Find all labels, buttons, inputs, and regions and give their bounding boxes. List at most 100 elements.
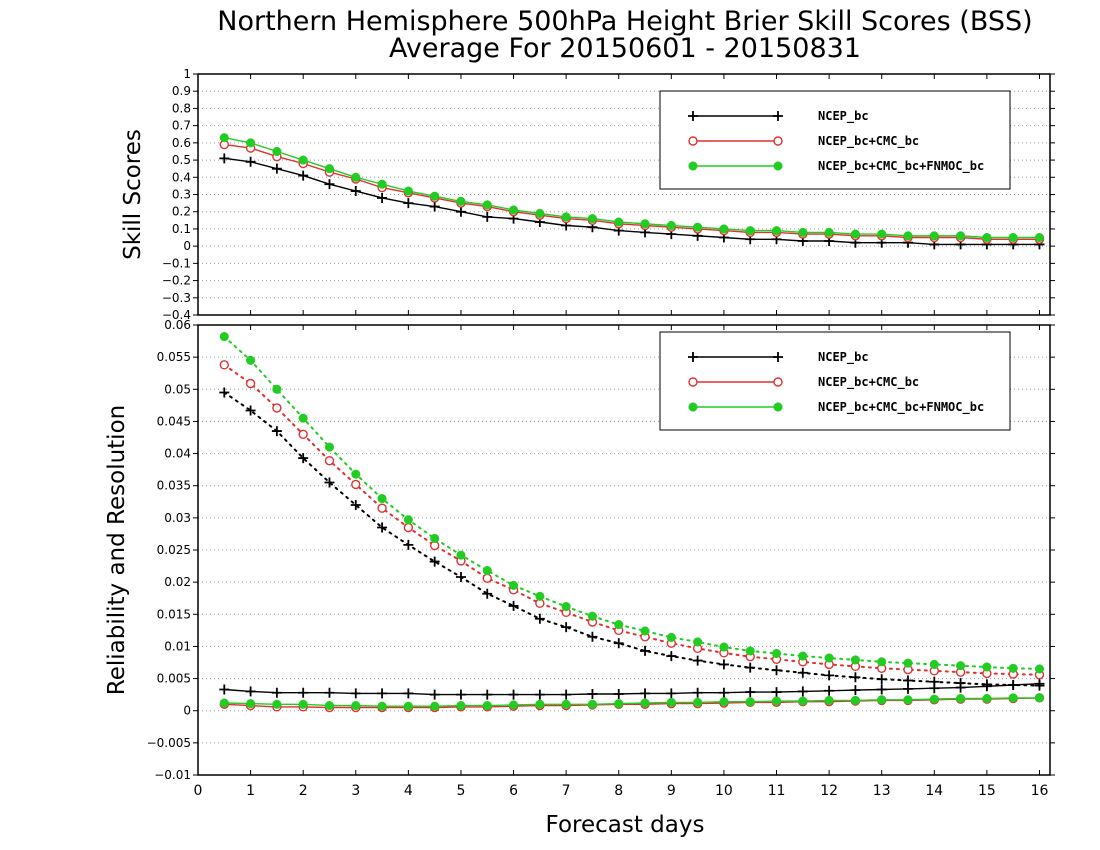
y-tick-label: 0.035 bbox=[157, 479, 191, 493]
data-point bbox=[455, 572, 466, 582]
x-tick-label: 7 bbox=[562, 783, 571, 799]
data-point bbox=[693, 637, 703, 647]
x-tick-label: 3 bbox=[351, 783, 360, 799]
data-point bbox=[587, 214, 597, 224]
x-tick-label: 4 bbox=[404, 783, 413, 799]
legend-marker bbox=[688, 136, 698, 146]
chart-title: Northern Hemisphere 500hPa Height Brier … bbox=[217, 6, 1032, 37]
legend-entry: NCEP_bc+CMC_bc bbox=[688, 134, 919, 149]
data-point bbox=[745, 662, 756, 673]
legend-label: NCEP_bc bbox=[818, 350, 869, 365]
data-point bbox=[850, 685, 861, 696]
legend-marker bbox=[773, 111, 783, 121]
data-point bbox=[640, 698, 650, 708]
data-point bbox=[351, 479, 361, 490]
y-tick-label: −0.1 bbox=[162, 256, 191, 270]
data-point bbox=[508, 689, 519, 700]
data-point bbox=[509, 580, 519, 590]
data-point bbox=[298, 155, 308, 165]
y-tick-label: 0.5 bbox=[172, 153, 191, 167]
y-tick-label: −0.3 bbox=[162, 291, 191, 305]
legend-marker bbox=[688, 377, 698, 387]
data-point bbox=[956, 661, 966, 671]
legend-label: NCEP_bc+CMC_bc+FNMOC_bc bbox=[818, 400, 984, 415]
data-point bbox=[745, 697, 755, 707]
data-point bbox=[272, 146, 282, 157]
series-NCEP_bc+CMC_bc+FNMOC_bc-resolution bbox=[219, 332, 1045, 674]
data-point bbox=[613, 638, 624, 649]
legend-marker bbox=[773, 352, 783, 362]
y-tick-label: 0.01 bbox=[164, 639, 191, 653]
legend-marker bbox=[773, 161, 783, 171]
series-line bbox=[224, 683, 1040, 696]
data-point bbox=[535, 591, 545, 601]
data-point bbox=[271, 687, 282, 698]
data-point bbox=[587, 611, 597, 621]
data-point bbox=[692, 687, 703, 698]
data-point bbox=[903, 675, 913, 686]
data-point bbox=[877, 657, 887, 667]
y-tick-label: 0.04 bbox=[164, 447, 191, 461]
y-tick-label: 0.05 bbox=[164, 382, 191, 396]
x-tick-label: 13 bbox=[873, 783, 891, 799]
data-point bbox=[797, 686, 808, 697]
legend-label: NCEP_bc bbox=[818, 109, 869, 124]
legend-entry: NCEP_bc bbox=[688, 109, 869, 124]
data-point bbox=[430, 533, 440, 543]
data-point bbox=[377, 688, 388, 699]
data-point bbox=[1008, 663, 1018, 673]
data-point bbox=[324, 477, 335, 488]
data-point bbox=[824, 685, 835, 696]
data-point bbox=[271, 163, 282, 174]
data-point bbox=[403, 515, 413, 525]
data-point bbox=[429, 689, 440, 700]
legend-entry: NCEP_bc+CMC_bc+FNMOC_bc bbox=[688, 400, 984, 415]
data-point bbox=[403, 688, 414, 699]
data-point bbox=[324, 164, 335, 174]
y-tick-label: −0.01 bbox=[154, 768, 191, 782]
data-point bbox=[482, 200, 492, 210]
data-point bbox=[272, 384, 282, 394]
data-point bbox=[403, 186, 413, 196]
data-point bbox=[298, 687, 309, 698]
series-NCEP_bc+CMC_bc+FNMOC_bc bbox=[219, 133, 1045, 243]
data-point bbox=[982, 232, 992, 243]
data-point bbox=[482, 211, 493, 222]
legend-marker bbox=[688, 161, 698, 171]
legend-label: NCEP_bc+CMC_bc bbox=[818, 375, 919, 390]
legend-marker bbox=[688, 352, 698, 362]
data-point bbox=[403, 701, 413, 711]
data-point bbox=[692, 655, 703, 666]
data-point bbox=[587, 699, 597, 709]
y-tick-label: 0.4 bbox=[172, 170, 191, 184]
data-point bbox=[771, 696, 782, 706]
data-point bbox=[771, 226, 782, 236]
legend-marker bbox=[688, 402, 698, 412]
data-point bbox=[430, 191, 440, 201]
data-point bbox=[1034, 664, 1045, 674]
data-point bbox=[429, 556, 440, 567]
x-tick-label: 12 bbox=[820, 783, 838, 799]
data-point bbox=[298, 453, 309, 464]
legend-entry: NCEP_bc+CMC_bc+FNMOC_bc bbox=[688, 159, 984, 174]
data-point bbox=[614, 217, 624, 227]
data-point bbox=[403, 539, 414, 550]
data-point bbox=[824, 670, 835, 681]
data-point bbox=[246, 138, 256, 148]
data-point bbox=[403, 522, 414, 533]
data-point bbox=[456, 550, 466, 560]
data-point bbox=[797, 667, 808, 678]
legend: NCEP_bc NCEP_bc+CMC_bc NCEP_bc+CMC_bc+FNMO… bbox=[659, 331, 1011, 431]
data-point bbox=[824, 227, 834, 237]
data-point bbox=[666, 632, 676, 642]
data-point bbox=[982, 662, 992, 672]
y-tick-label: 0.045 bbox=[157, 414, 191, 428]
data-point bbox=[876, 684, 887, 695]
data-point bbox=[666, 651, 677, 662]
y-tick-label: 0 bbox=[183, 239, 191, 253]
data-point bbox=[719, 224, 729, 234]
data-point bbox=[1008, 680, 1019, 690]
data-point bbox=[456, 701, 466, 711]
data-point bbox=[271, 426, 282, 437]
data-point bbox=[245, 378, 256, 389]
